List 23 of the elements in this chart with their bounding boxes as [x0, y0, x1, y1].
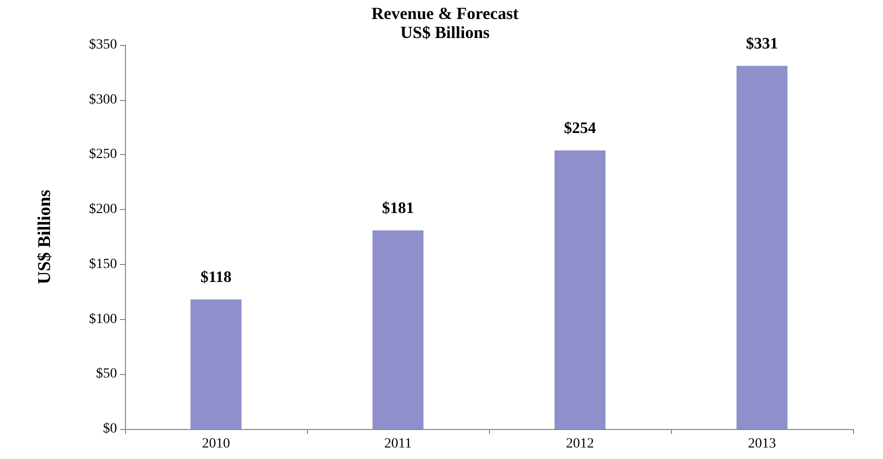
chart-title: Revenue & Forecast — [372, 4, 519, 23]
x-tick-label: 2013 — [748, 436, 776, 452]
y-tick-label: $0 — [103, 422, 117, 436]
data-label: $331 — [746, 35, 778, 52]
x-tick-label: 2011 — [384, 436, 412, 452]
x-tick-label: 2012 — [566, 436, 594, 452]
y-tick-label: $250 — [89, 147, 117, 162]
data-label: $118 — [200, 269, 232, 286]
y-tick-label: $200 — [89, 202, 117, 218]
y-axis-title: US$ Billions — [34, 190, 54, 284]
y-tick-label: $100 — [89, 312, 117, 327]
y-tick-label: $300 — [89, 92, 117, 108]
bar — [190, 300, 242, 429]
x-tick-label: 2010 — [202, 436, 230, 452]
bar — [372, 230, 424, 429]
data-label: $181 — [382, 200, 414, 217]
y-tick-label: $50 — [96, 366, 117, 382]
data-label: $254 — [564, 120, 596, 137]
bar — [736, 66, 788, 429]
y-tick-label: $150 — [89, 256, 117, 272]
y-tick-label: $350 — [89, 38, 117, 52]
bar — [554, 150, 606, 429]
chart-subtitle: US$ Billions — [400, 23, 490, 42]
